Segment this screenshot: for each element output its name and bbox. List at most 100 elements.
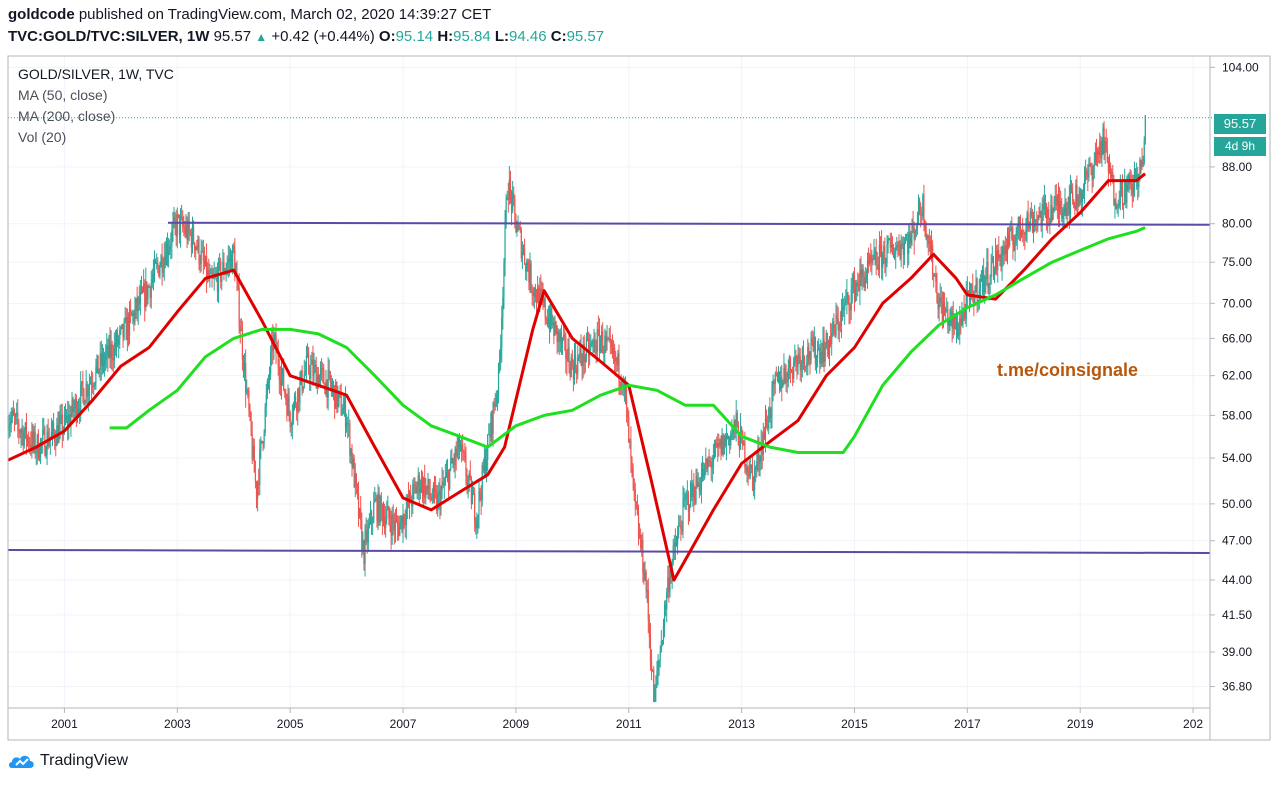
candle-body xyxy=(41,439,43,441)
candle-body xyxy=(534,287,537,298)
candle-body xyxy=(79,408,81,412)
candle-body xyxy=(846,292,848,300)
candle-body xyxy=(710,461,712,468)
candle-body xyxy=(1072,191,1074,200)
symbol-name[interactable]: TVC:GOLD/TVC:SILVER, 1W xyxy=(8,28,210,45)
candle-body xyxy=(380,496,382,507)
candle-body xyxy=(734,420,736,430)
candle-body xyxy=(450,458,452,469)
legend-title[interactable]: GOLD/SILVER, 1W, TVC xyxy=(18,66,174,82)
candle-body xyxy=(934,275,936,277)
candle-body xyxy=(507,197,509,200)
candle-body xyxy=(736,412,738,426)
candle-body xyxy=(77,408,80,412)
candle-body xyxy=(1043,199,1045,210)
candle-body xyxy=(10,417,12,423)
candle-body xyxy=(177,214,179,216)
candle-body xyxy=(158,265,160,277)
candle-body xyxy=(35,452,37,454)
candle-body xyxy=(55,441,57,446)
candle-body xyxy=(329,371,331,383)
candle-body xyxy=(500,348,502,359)
candle-body xyxy=(393,522,395,531)
candle-body xyxy=(309,370,311,379)
candle-body xyxy=(147,286,149,300)
candle-body xyxy=(672,545,674,562)
candle-body xyxy=(959,318,961,332)
legend-ma50[interactable]: MA (50, close) xyxy=(18,87,108,103)
candle-body xyxy=(887,239,889,244)
candle-body xyxy=(923,195,925,226)
candle-body xyxy=(901,243,903,245)
candle-body xyxy=(418,475,420,494)
candle-body xyxy=(340,392,342,415)
candle-body xyxy=(1040,211,1042,226)
horizontal-levels[interactable] xyxy=(7,221,1211,554)
candle-body xyxy=(48,441,50,446)
candle-body xyxy=(708,460,710,462)
candle-body xyxy=(769,407,771,418)
tradingview-logo[interactable]: TradingView xyxy=(8,752,128,770)
candle-body xyxy=(30,444,32,449)
candle-body xyxy=(556,325,558,343)
candle-body xyxy=(463,451,465,454)
candle-body xyxy=(493,402,495,407)
candle-body xyxy=(1068,197,1070,215)
plot-border xyxy=(7,55,1211,741)
candle-body xyxy=(229,254,232,262)
candle-body xyxy=(99,353,101,370)
candle-body xyxy=(83,389,85,406)
open-value: 95.14 xyxy=(395,28,434,45)
candle-body xyxy=(539,288,541,311)
candle-body xyxy=(993,269,996,278)
candle-body xyxy=(1017,216,1019,228)
candle-body xyxy=(410,492,412,503)
candle-body xyxy=(187,220,189,240)
candle-body xyxy=(725,436,728,446)
candle-body xyxy=(176,214,178,237)
candle-body xyxy=(796,357,798,367)
candle-body xyxy=(668,577,670,591)
candle-body xyxy=(466,477,468,485)
candle-body xyxy=(1007,235,1010,246)
candle-body xyxy=(547,318,550,326)
candle-body xyxy=(895,247,897,255)
candle-body xyxy=(969,284,972,301)
candle-body xyxy=(394,519,397,531)
candle-body xyxy=(858,286,860,292)
candle-body xyxy=(414,484,416,487)
candle-body xyxy=(265,395,267,407)
legend-vol[interactable]: Vol (20) xyxy=(18,129,67,145)
candle-body xyxy=(840,309,843,326)
candle-body xyxy=(279,380,281,386)
candle-body xyxy=(1089,163,1091,165)
time-axis[interactable]: 2001 2003 2005 2007 2009 2011 2013 2015 2017 2019… xyxy=(51,708,1203,731)
candle-body xyxy=(479,491,481,497)
candle-body xyxy=(590,343,592,346)
candle-body xyxy=(990,262,992,277)
candle-body xyxy=(60,414,62,418)
candle-body xyxy=(696,476,698,487)
candle-body xyxy=(991,256,993,263)
candle-body xyxy=(240,329,242,332)
candle-body xyxy=(217,261,220,292)
candle-body xyxy=(190,233,193,248)
candle-body xyxy=(1036,221,1038,224)
candle-body xyxy=(940,297,942,303)
candle-body xyxy=(1130,183,1132,185)
candle-body xyxy=(319,369,322,376)
candle-body xyxy=(1045,203,1048,219)
candle-body xyxy=(784,367,786,374)
candle-body xyxy=(171,230,173,246)
high-value: 95.84 xyxy=(453,28,491,45)
candle-body xyxy=(351,449,353,468)
candle-body xyxy=(95,367,97,383)
candle-body xyxy=(820,351,822,364)
legend-ma200[interactable]: MA (200, close) xyxy=(18,108,116,124)
price-axis[interactable]: 104.00 88.00 80.00 75.00 70.00 66.00 62.00 58.0… xyxy=(1210,60,1259,694)
candle-body xyxy=(730,434,732,446)
candle-body xyxy=(220,261,222,282)
candle-body xyxy=(337,394,339,407)
candle-body xyxy=(356,485,359,493)
